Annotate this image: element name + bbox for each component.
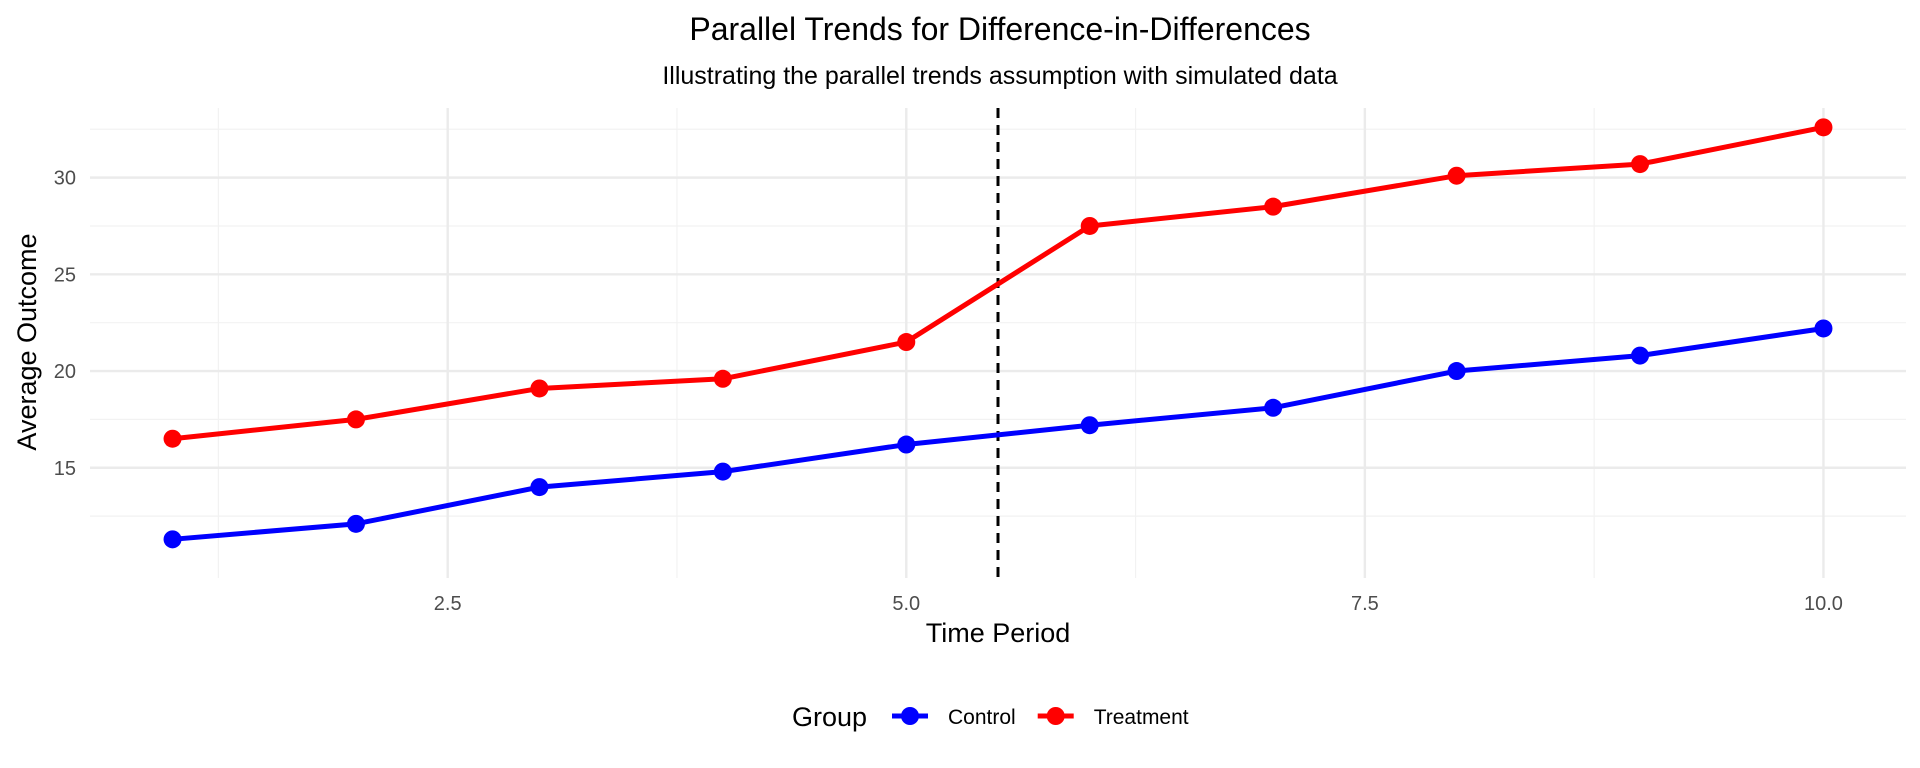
legend-items: Control Treatment <box>892 706 1189 729</box>
data-point-treatment <box>1447 166 1466 185</box>
chart-subtitle: Illustrating the parallel trends assumpt… <box>662 62 1337 90</box>
data-point-control <box>163 530 182 549</box>
data-point-treatment <box>346 410 365 429</box>
legend: Group Control Treatment <box>792 702 1189 732</box>
y-tick-label: 20 <box>54 361 76 383</box>
data-point-control <box>1631 346 1650 365</box>
y-tick-label: 25 <box>54 264 76 286</box>
y-tick-label: 30 <box>54 168 76 190</box>
series-line-control <box>170 325 1826 542</box>
tick-labels: 2.5 5.0 7.5 10.0 15 20 25 30 <box>54 168 1843 615</box>
data-point-treatment <box>713 369 732 388</box>
legend-key-point-control <box>901 707 919 725</box>
y-axis-title: Average Outcome <box>12 233 42 450</box>
y-tick-label: 15 <box>54 458 76 480</box>
x-tick-label: 7.5 <box>1351 593 1379 615</box>
data-point-control <box>713 462 732 481</box>
data-point-treatment <box>1264 197 1283 216</box>
data-point-control <box>1080 416 1099 435</box>
data-point-control <box>897 435 916 454</box>
legend-label-treatment: Treatment <box>1094 706 1189 729</box>
legend-title: Group <box>792 702 867 732</box>
data-point-control <box>530 478 549 497</box>
x-tick-label: 5.0 <box>892 593 920 615</box>
data-point-control <box>1814 319 1833 338</box>
data-point-treatment <box>1814 118 1833 137</box>
data-point-treatment <box>530 379 549 398</box>
data-point-control <box>1264 398 1283 417</box>
data-point-treatment <box>1631 155 1650 174</box>
series-group <box>163 118 1833 549</box>
data-point-treatment <box>1080 216 1099 235</box>
x-tick-label: 10.0 <box>1804 593 1843 615</box>
chart-title: Parallel Trends for Difference-in-Differ… <box>689 11 1310 47</box>
data-point-control <box>1447 362 1466 381</box>
data-point-control <box>346 514 365 533</box>
x-tick-label: 2.5 <box>434 593 462 615</box>
legend-label-control: Control <box>948 706 1016 729</box>
data-point-treatment <box>163 429 182 448</box>
legend-key-point-treatment <box>1046 707 1065 725</box>
x-axis-title: Time Period <box>926 618 1071 648</box>
series-line-treatment <box>170 124 1826 442</box>
data-point-treatment <box>897 333 916 352</box>
